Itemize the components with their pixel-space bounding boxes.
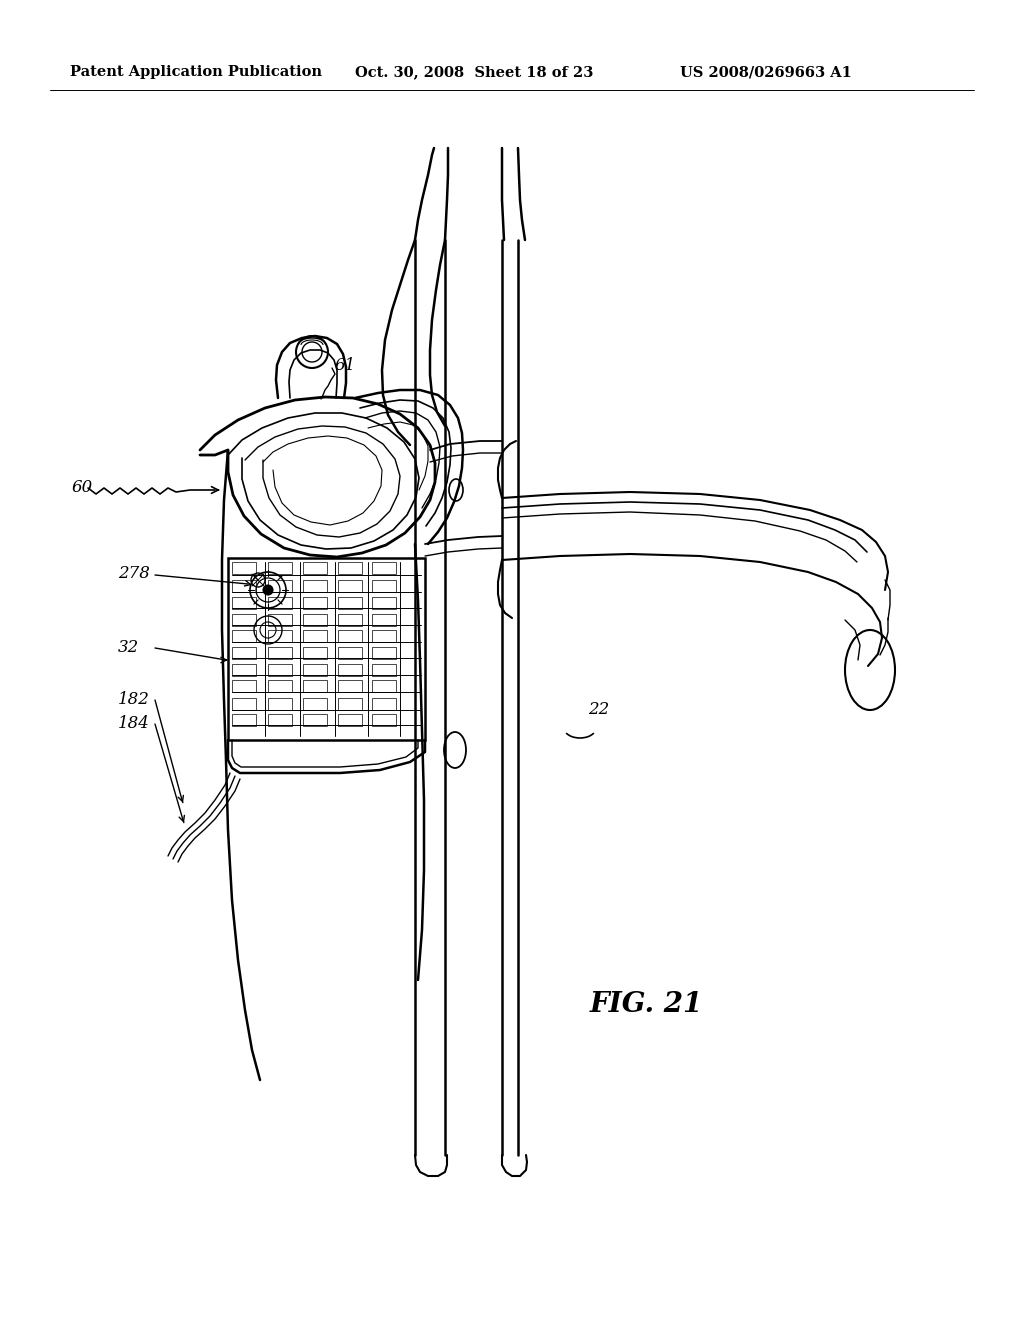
- Bar: [338, 630, 362, 642]
- Text: US 2008/0269663 A1: US 2008/0269663 A1: [680, 65, 852, 79]
- Bar: [338, 698, 362, 710]
- Bar: [372, 579, 396, 591]
- Bar: [303, 664, 327, 676]
- Bar: [232, 664, 256, 676]
- Text: 278: 278: [118, 565, 150, 582]
- Bar: [372, 597, 396, 609]
- Bar: [338, 680, 362, 692]
- Bar: [268, 680, 292, 692]
- Bar: [372, 698, 396, 710]
- Bar: [268, 664, 292, 676]
- Bar: [372, 714, 396, 726]
- Bar: [303, 579, 327, 591]
- Bar: [303, 597, 327, 609]
- Bar: [232, 647, 256, 659]
- Bar: [338, 562, 362, 574]
- Bar: [303, 630, 327, 642]
- Bar: [268, 614, 292, 626]
- Circle shape: [263, 585, 273, 595]
- Bar: [268, 562, 292, 574]
- Bar: [303, 680, 327, 692]
- Bar: [268, 647, 292, 659]
- Bar: [338, 597, 362, 609]
- Bar: [303, 698, 327, 710]
- Bar: [372, 664, 396, 676]
- Bar: [303, 647, 327, 659]
- Text: Patent Application Publication: Patent Application Publication: [70, 65, 322, 79]
- Bar: [303, 614, 327, 626]
- Text: 60: 60: [72, 479, 93, 496]
- Text: FIG. 21: FIG. 21: [590, 991, 703, 1019]
- Bar: [228, 558, 425, 741]
- Bar: [268, 698, 292, 710]
- Text: 32: 32: [118, 639, 139, 656]
- Text: 182: 182: [118, 692, 150, 709]
- Bar: [372, 614, 396, 626]
- Bar: [232, 680, 256, 692]
- Bar: [372, 562, 396, 574]
- Bar: [338, 579, 362, 591]
- Bar: [303, 562, 327, 574]
- Bar: [372, 680, 396, 692]
- Bar: [232, 630, 256, 642]
- Bar: [232, 562, 256, 574]
- Bar: [232, 698, 256, 710]
- Bar: [232, 714, 256, 726]
- Bar: [372, 647, 396, 659]
- Bar: [372, 630, 396, 642]
- Bar: [268, 714, 292, 726]
- Text: 61: 61: [335, 356, 356, 374]
- Bar: [338, 647, 362, 659]
- Bar: [232, 579, 256, 591]
- Bar: [303, 714, 327, 726]
- Text: Oct. 30, 2008  Sheet 18 of 23: Oct. 30, 2008 Sheet 18 of 23: [355, 65, 593, 79]
- Bar: [338, 664, 362, 676]
- Bar: [338, 714, 362, 726]
- Bar: [232, 614, 256, 626]
- Bar: [232, 597, 256, 609]
- Text: 184: 184: [118, 715, 150, 733]
- Bar: [338, 614, 362, 626]
- Bar: [268, 597, 292, 609]
- Bar: [268, 579, 292, 591]
- Text: 22: 22: [588, 701, 609, 718]
- Bar: [268, 630, 292, 642]
